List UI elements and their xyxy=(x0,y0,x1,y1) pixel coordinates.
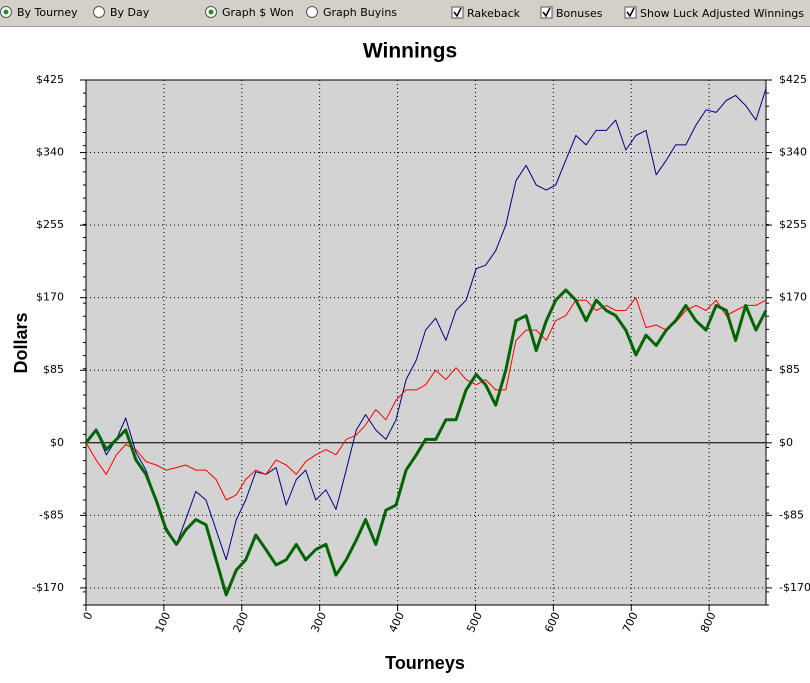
radio-label[interactable]: Graph $ Won xyxy=(222,6,294,19)
x-axis-label: Tourneys xyxy=(385,653,465,673)
y-tick-label: $170 xyxy=(36,291,64,304)
y2-tick-label: -$85 xyxy=(779,508,804,521)
y-axis-label: Dollars xyxy=(11,312,31,373)
checkbox-label[interactable]: Bonuses xyxy=(556,7,603,20)
y2-tick-label: -$170 xyxy=(779,581,810,594)
radio-label[interactable]: Graph Buyins xyxy=(323,6,397,19)
chart-title: Winnings xyxy=(363,40,457,63)
y-tick-label: $0 xyxy=(50,436,64,449)
y-tick-label: $340 xyxy=(36,146,64,159)
checkbox[interactable] xyxy=(540,6,553,19)
radio-label[interactable]: By Day xyxy=(110,6,150,19)
y2-tick-label: $425 xyxy=(779,73,807,86)
series-line xyxy=(84,288,768,597)
y-tick-label: $425 xyxy=(36,73,64,86)
y2-tick-label: $85 xyxy=(779,363,800,376)
x-tick-label: 500 xyxy=(464,610,485,635)
toolbar: By Tourney By Day Graph $ Won Graph Buyins R… xyxy=(0,0,810,27)
y-tick-label: $85 xyxy=(43,363,64,376)
radio-label[interactable]: By Tourney xyxy=(17,6,78,19)
series-line xyxy=(85,297,767,501)
checkbox-label[interactable]: Rakeback xyxy=(467,7,521,20)
y-tick-label: $255 xyxy=(36,218,64,231)
y-tick-label: -$85 xyxy=(39,508,64,521)
y2-tick-label: $0 xyxy=(779,436,793,449)
toolbar-controls: By Tourney By Day Graph $ Won Graph Buyins R… xyxy=(0,6,804,20)
radio-button[interactable] xyxy=(306,6,318,18)
radio-dot xyxy=(3,9,9,15)
y2-tick-label: $340 xyxy=(779,146,807,159)
series-line xyxy=(85,88,767,561)
x-tick-label: 400 xyxy=(386,610,407,635)
x-tick-label: 100 xyxy=(153,610,174,635)
chart: Winnings Tourneys Dollars -$170 -$170 -$85… xyxy=(11,40,810,673)
x-tick-label: 0 xyxy=(81,610,96,622)
x-tick-label: 300 xyxy=(308,610,329,635)
x-tick-label: 600 xyxy=(542,610,563,635)
radio-dot xyxy=(208,9,214,15)
x-tick-label: 200 xyxy=(231,610,252,635)
check-mark xyxy=(542,7,551,18)
x-tick-label: 700 xyxy=(620,610,641,635)
checkbox-label[interactable]: Show Luck Adjusted Winnings xyxy=(640,7,804,20)
y2-tick-label: $170 xyxy=(779,291,807,304)
y2-tick-label: $255 xyxy=(779,218,807,231)
y-tick-label: -$170 xyxy=(32,581,64,594)
x-tick-label: 800 xyxy=(698,610,719,635)
radio-button[interactable] xyxy=(93,6,105,18)
checkbox[interactable] xyxy=(451,6,464,19)
check-mark xyxy=(626,7,635,18)
check-mark xyxy=(453,7,462,18)
checkbox[interactable] xyxy=(624,6,637,19)
